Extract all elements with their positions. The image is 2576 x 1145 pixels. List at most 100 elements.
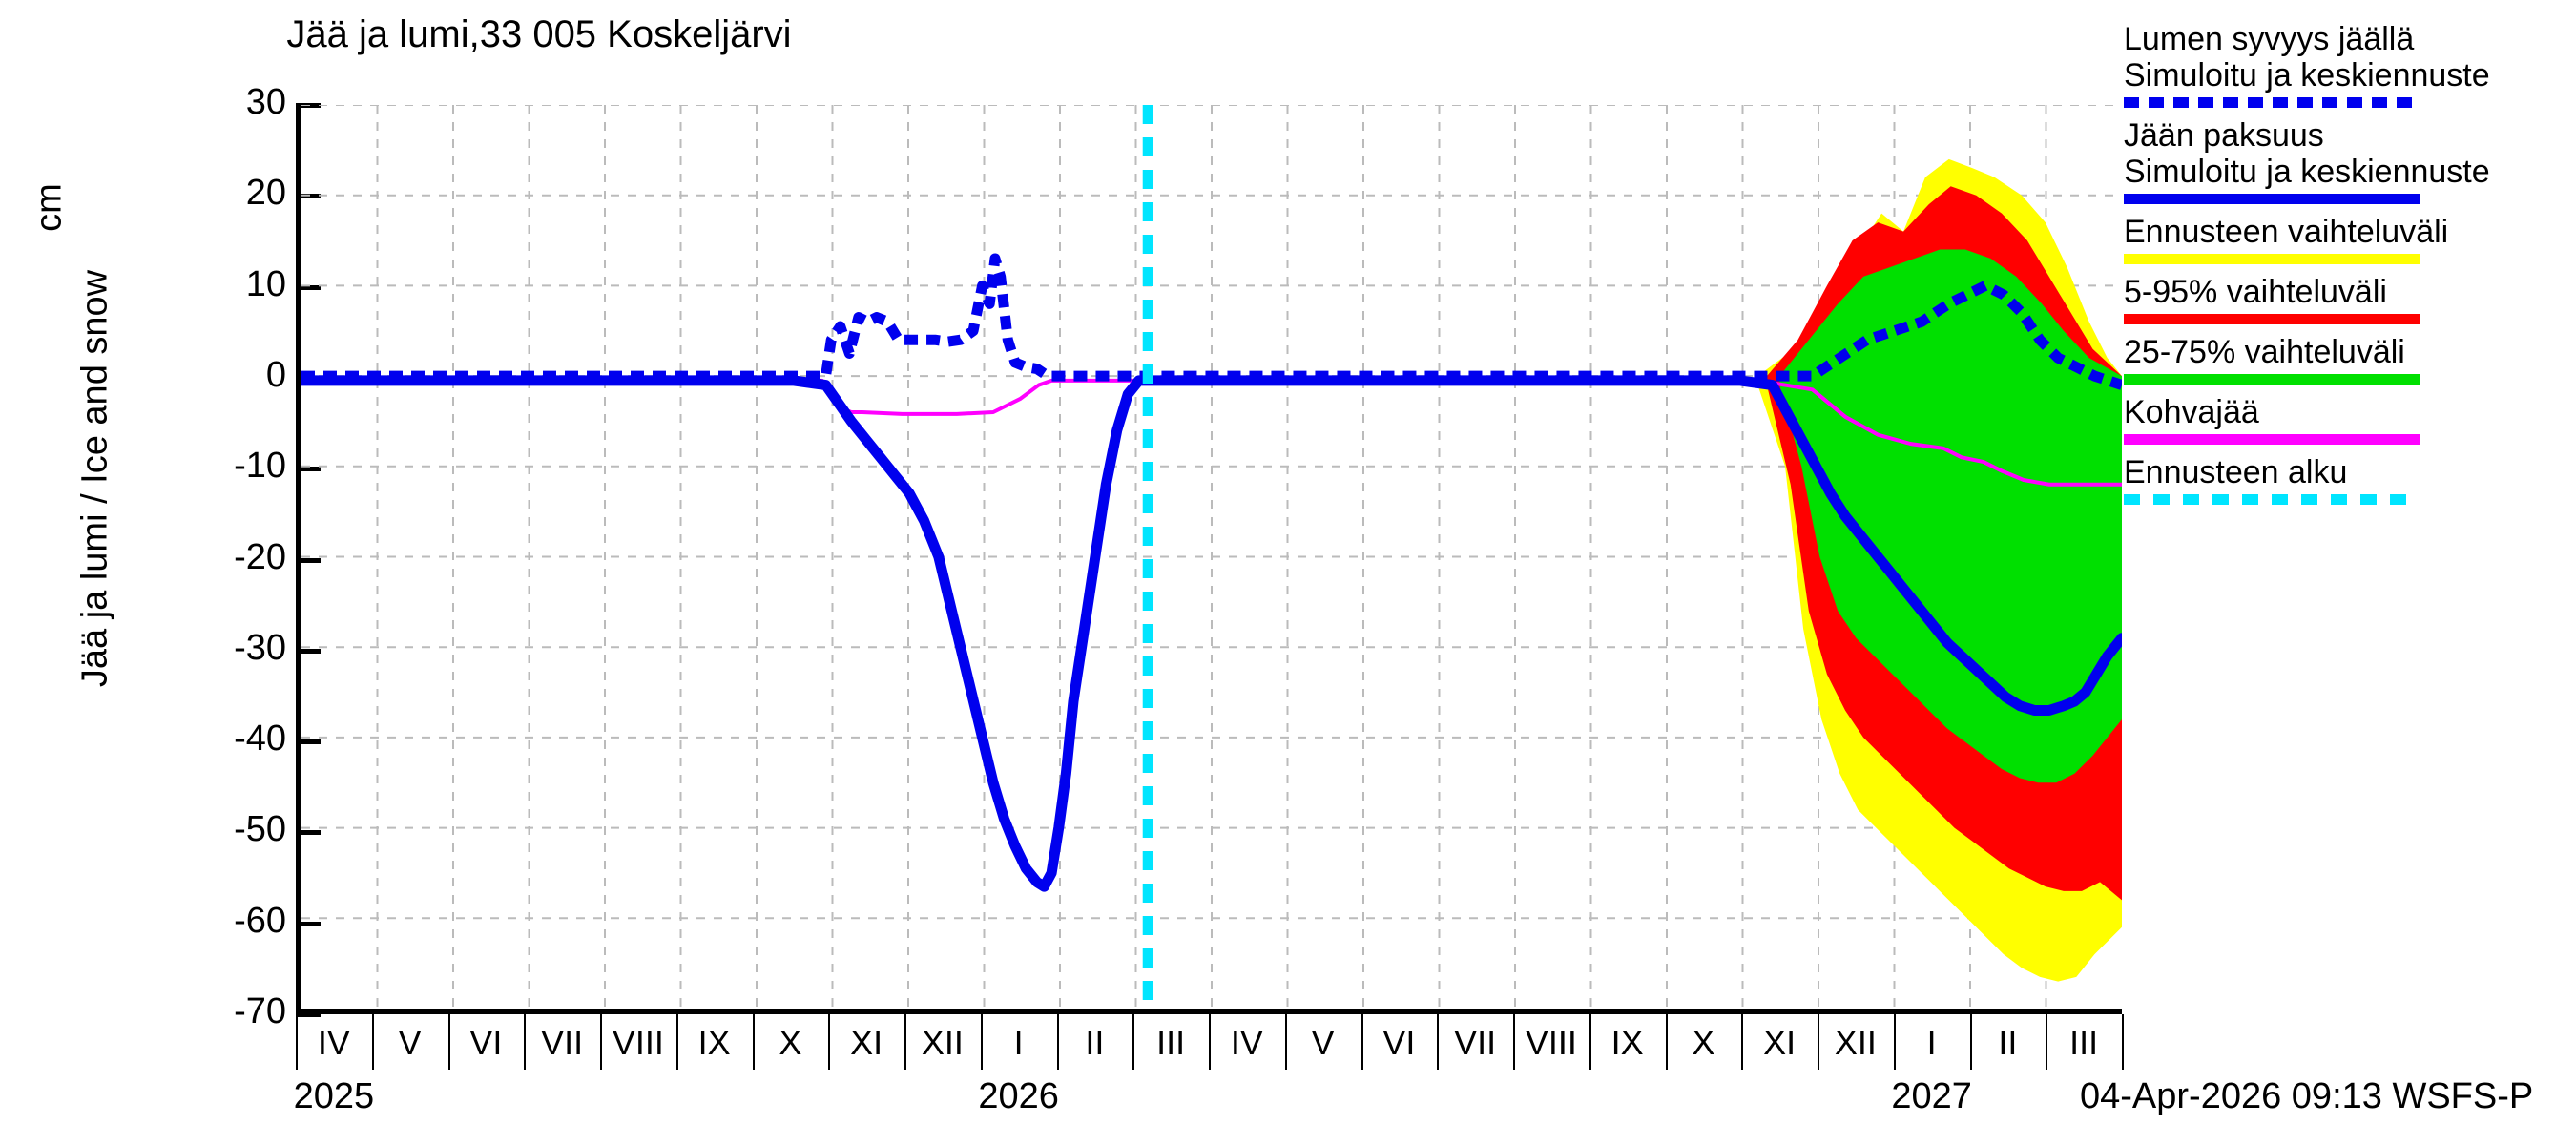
x-tick-mark (1056, 1014, 1059, 1070)
forecast-start-marker (301, 105, 2122, 1009)
legend-item-label: Lumen syvyys jäällä (2124, 21, 2415, 57)
legend-color-swatch (2124, 194, 2420, 204)
x-axis-month-label: III (1156, 1023, 1186, 1062)
x-tick-mark (296, 1014, 298, 1070)
plot-area (296, 105, 2122, 1014)
x-tick-mark (980, 1014, 983, 1070)
y-tick-label: 10 (245, 263, 286, 304)
x-axis-month-label: III (2069, 1023, 2099, 1062)
x-tick-mark (1284, 1014, 1287, 1070)
x-axis-month-label: X (1692, 1023, 1715, 1062)
x-axis-month-label: II (1085, 1023, 1105, 1062)
legend-item-label: 25-75% vaihteluväli (2124, 334, 2405, 370)
legend-color-swatch (2124, 494, 2420, 505)
y-tick-label: 20 (245, 173, 286, 214)
legend-item[interactable]: 5-95% vaihteluväli (2124, 274, 2576, 324)
x-tick-mark (1893, 1014, 1896, 1070)
x-axis-month-label: I (1926, 1023, 1937, 1062)
y-tick-mark (296, 739, 321, 745)
x-tick-mark (2122, 1014, 2124, 1070)
legend-color-swatch (2124, 254, 2420, 264)
x-axis-month-label: VI (1382, 1023, 1416, 1062)
legend-color-swatch (2124, 434, 2420, 445)
y-tick-mark (296, 648, 321, 654)
legend-item-label: Ennusteen vaihteluväli (2124, 214, 2449, 250)
x-axis-month-label: XI (850, 1023, 883, 1062)
uncertainty-bands-layer (1757, 158, 2122, 982)
y-tick-label: -20 (234, 536, 286, 577)
x-axis-year-label: 2026 (978, 1076, 1059, 1116)
y-axis-unit: cm (29, 183, 70, 232)
x-axis-month-label: VIII (612, 1023, 664, 1062)
x-axis-month-band: IV V VI VII VIII IX X XI XII I II III IV V VI VII VIII IX… (296, 1014, 2124, 1070)
y-tick-label: -70 (234, 991, 286, 1031)
legend-item-sublabel: Simuloitu ja keskiennuste (2124, 57, 2490, 94)
legend-item[interactable]: Ennusteen alku (2124, 454, 2576, 505)
x-axis-month-label: VII (541, 1023, 584, 1062)
legend-item[interactable]: Ennusteen vaihteluväli (2124, 214, 2576, 264)
x-tick-mark (1132, 1014, 1135, 1070)
x-tick-mark (1665, 1014, 1668, 1070)
x-tick-mark (1589, 1014, 1591, 1070)
legend-item-label: Ennusteen alku (2124, 454, 2348, 490)
x-axis-month-label: XI (1763, 1023, 1797, 1062)
y-tick-mark (296, 194, 321, 199)
x-tick-mark (600, 1014, 602, 1070)
legend-item-label: 5-95% vaihteluväli (2124, 274, 2387, 310)
y-tick-label: 0 (265, 354, 286, 395)
x-tick-mark (1209, 1014, 1211, 1070)
x-axis-month-label: IX (697, 1023, 731, 1062)
legend-color-swatch (2124, 314, 2420, 324)
y-tick-mark (296, 284, 321, 290)
x-axis-month-label: V (1311, 1023, 1335, 1062)
legend-item[interactable]: Jään paksuus Simuloitu ja keskiennuste (2124, 117, 2576, 204)
x-axis-month-label: V (398, 1023, 422, 1062)
legend-item-label: Kohvajää (2124, 394, 2259, 430)
x-axis-month-label: IX (1610, 1023, 1644, 1062)
plot-canvas (301, 105, 2122, 1009)
x-axis-year-label: 2027 (1891, 1076, 1972, 1116)
legend-item-sublabel: Simuloitu ja keskiennuste (2124, 154, 2490, 190)
y-tick-mark (296, 1012, 321, 1017)
y-tick-label: -30 (234, 627, 286, 668)
timestamp-stamp: 04-Apr-2026 09:13 WSFS-P (2080, 1076, 2534, 1116)
x-axis-month-label: IV (1230, 1023, 1263, 1062)
x-tick-mark (1361, 1014, 1363, 1070)
legend-color-swatch (2124, 374, 2420, 385)
x-tick-mark (447, 1014, 450, 1070)
x-tick-mark (2046, 1014, 2048, 1070)
x-tick-mark (371, 1014, 374, 1070)
x-tick-mark (1969, 1014, 1972, 1070)
y-axis-title: Jää ja lumi / Ice and snow (74, 269, 115, 688)
x-axis-month-label: VI (469, 1023, 503, 1062)
x-axis-month-label: I (1013, 1023, 1024, 1062)
y-tick-label: -40 (234, 718, 286, 760)
x-axis-month-label: VII (1454, 1023, 1497, 1062)
legend-item-label: Jään paksuus (2124, 117, 2324, 154)
legend-color-swatch (2124, 97, 2420, 108)
x-tick-mark (828, 1014, 831, 1070)
x-axis-month-label: II (1998, 1023, 2018, 1062)
y-tick-label: 30 (245, 82, 286, 122)
x-tick-mark (752, 1014, 755, 1070)
x-tick-mark (1437, 1014, 1440, 1070)
x-tick-mark (675, 1014, 678, 1070)
x-axis-month-label: XII (921, 1023, 964, 1062)
legend: Lumen syvyys jäällä Simuloitu ja keskienn… (2124, 21, 2576, 514)
x-tick-mark (1741, 1014, 1744, 1070)
x-axis-month-label: IV (317, 1023, 350, 1062)
legend-item[interactable]: Lumen syvyys jäällä Simuloitu ja keskienn… (2124, 21, 2576, 108)
x-tick-mark (1513, 1014, 1515, 1070)
x-tick-mark (1818, 1014, 1819, 1070)
x-axis-month-label: X (779, 1023, 802, 1062)
y-tick-label: -10 (234, 446, 286, 487)
y-tick-label: -60 (234, 900, 286, 941)
legend-item[interactable]: Kohvajää (2124, 394, 2576, 445)
y-tick-mark (296, 830, 321, 836)
y-tick-mark (296, 921, 321, 926)
x-tick-mark (904, 1014, 906, 1070)
x-axis-year-label: 2025 (293, 1076, 375, 1116)
x-axis-month-label: VIII (1525, 1023, 1577, 1062)
y-tick-mark (296, 467, 321, 472)
legend-item[interactable]: 25-75% vaihteluväli (2124, 334, 2576, 385)
